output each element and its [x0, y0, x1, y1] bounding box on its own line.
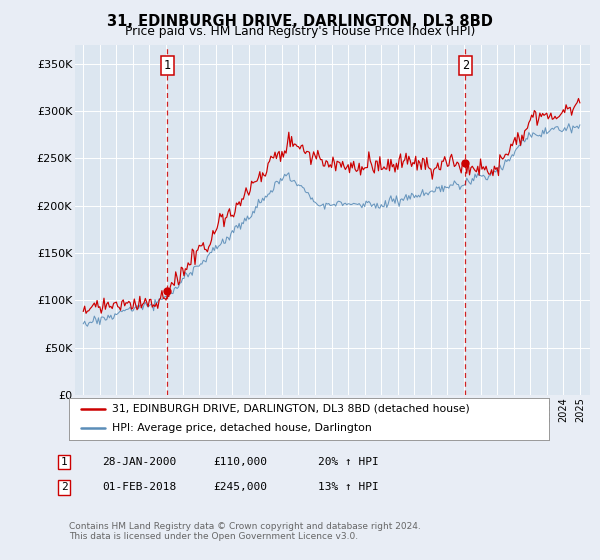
Text: 31, EDINBURGH DRIVE, DARLINGTON, DL3 8BD: 31, EDINBURGH DRIVE, DARLINGTON, DL3 8BD: [107, 14, 493, 29]
Text: £110,000: £110,000: [213, 457, 267, 467]
Text: HPI: Average price, detached house, Darlington: HPI: Average price, detached house, Darl…: [112, 423, 372, 433]
Text: 13% ↑ HPI: 13% ↑ HPI: [318, 482, 379, 492]
Text: £245,000: £245,000: [213, 482, 267, 492]
Text: 01-FEB-2018: 01-FEB-2018: [102, 482, 176, 492]
Text: 20% ↑ HPI: 20% ↑ HPI: [318, 457, 379, 467]
Text: Price paid vs. HM Land Registry's House Price Index (HPI): Price paid vs. HM Land Registry's House …: [125, 25, 475, 38]
Text: 2: 2: [462, 59, 469, 72]
Text: 31, EDINBURGH DRIVE, DARLINGTON, DL3 8BD (detached house): 31, EDINBURGH DRIVE, DARLINGTON, DL3 8BD…: [112, 404, 470, 414]
Text: 2: 2: [61, 482, 68, 492]
Text: 28-JAN-2000: 28-JAN-2000: [102, 457, 176, 467]
Text: 1: 1: [61, 457, 68, 467]
Text: Contains HM Land Registry data © Crown copyright and database right 2024.
This d: Contains HM Land Registry data © Crown c…: [69, 522, 421, 542]
Text: 1: 1: [164, 59, 171, 72]
